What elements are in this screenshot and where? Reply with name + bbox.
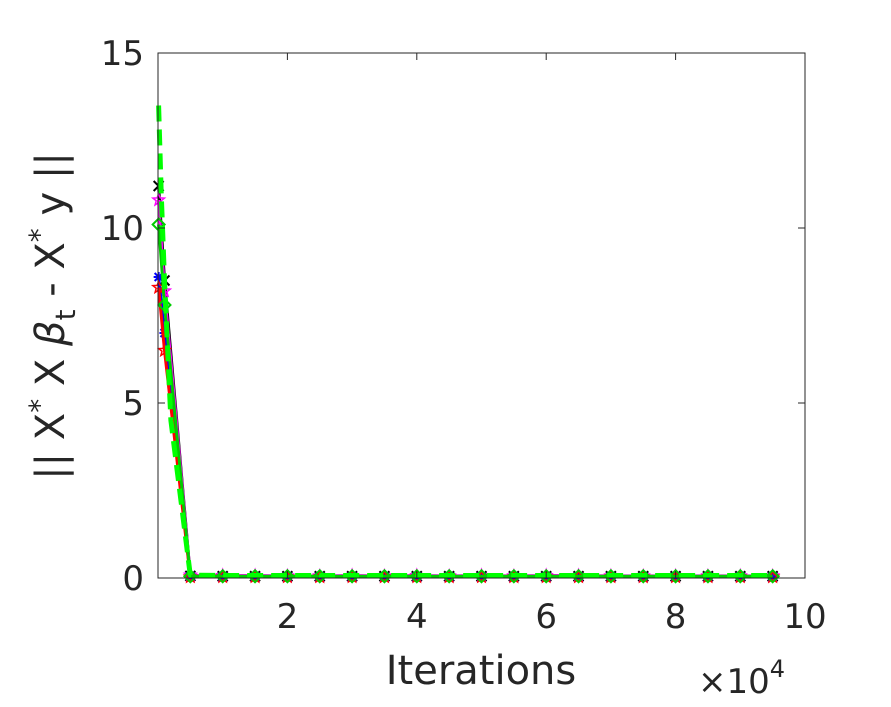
ylabel-x: X	[28, 346, 74, 399]
x-tick-label: 10	[783, 597, 826, 637]
plot-area	[158, 53, 805, 578]
y-tick-label: 0	[122, 559, 144, 599]
data-point	[182, 568, 198, 584]
ylabel-beta: β	[28, 320, 74, 347]
x-tick-label: 8	[665, 597, 687, 637]
x-axis-multiplier: ×104	[698, 655, 785, 702]
y-axis-label: || X* X βt - X* y ||	[23, 152, 82, 480]
multiplier-times: ×10	[698, 662, 770, 702]
data-point	[151, 217, 167, 232]
ylabel-open: || X	[28, 413, 74, 480]
y-tick-label: 15	[101, 34, 144, 74]
y-tick-label: 10	[101, 209, 144, 249]
ylabel-sup1: *	[23, 399, 56, 413]
y-tick-label: 5	[122, 384, 144, 424]
tick-layer: 2 4 6 8 10 0 5 10 15	[101, 34, 827, 637]
axes-frame	[157, 52, 806, 579]
data-point	[765, 568, 781, 584]
x-axis-label: Iterations	[386, 648, 577, 694]
data-point	[150, 191, 167, 207]
data-point	[153, 272, 164, 282]
x-tick-label: 6	[535, 597, 557, 637]
ylabel-sup2: *	[23, 228, 56, 242]
x-tick-label: 2	[277, 597, 299, 637]
x-tick-label: 4	[406, 597, 428, 637]
ylabel-minus: - X	[28, 242, 74, 309]
ylabel-sub: t	[49, 309, 82, 320]
data-point	[767, 571, 778, 582]
ylabel-tail: y ||	[28, 152, 74, 228]
multiplier-exponent: 4	[770, 655, 785, 683]
